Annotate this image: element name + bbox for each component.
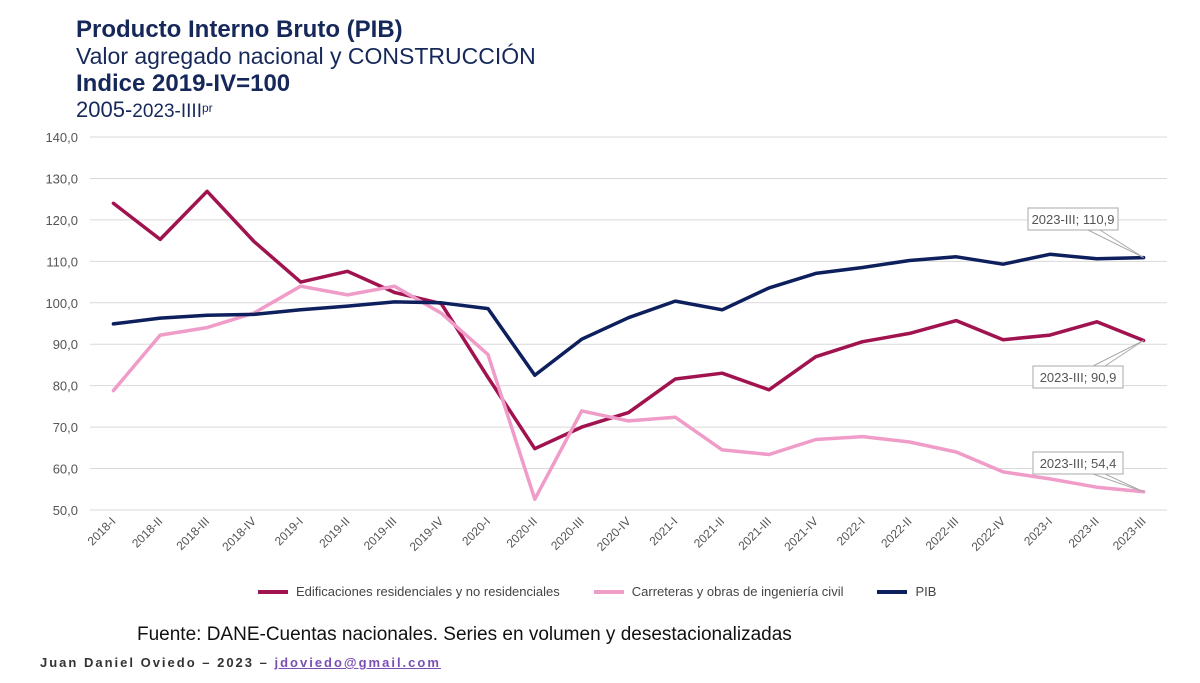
annotation-label: 2023-III; 110,9 (1032, 212, 1115, 227)
period-start: 2005- (76, 97, 133, 122)
annotation-box (1027, 207, 1119, 231)
x-tick-label: 2020-III (548, 514, 587, 553)
annotations: 2023-III; 110,9 2023-III; 90,9 2023-III; 5… (1027, 207, 1144, 493)
annotation-leader (1087, 229, 1144, 259)
y-tick-label: 130,0 (45, 171, 78, 186)
chart-period: 2005-2023-IIIIpr (76, 97, 536, 125)
legend-label-edificaciones: Edificaciones residenciales y no residen… (296, 584, 560, 599)
chart-legend: Edificaciones residenciales y no residen… (258, 584, 936, 599)
x-tick-label: 2018-III (174, 514, 213, 553)
footer-credit: Juan Daniel Oviedo – 2023 – jdoviedo@gma… (40, 655, 441, 670)
y-tick-label: 100,0 (45, 296, 78, 311)
y-tick-label: 50,0 (53, 503, 78, 518)
line-chart: 140,0 130,0 120,0 110,0 100,0 90,0 80,0 70,0 60,… (45, 130, 1167, 554)
annotation-leader (1104, 473, 1144, 493)
x-tick-label: 2018-I (85, 514, 119, 548)
legend-swatch-pib (877, 589, 908, 594)
chart-subtitle: Valor agregado nacional y CONSTRUCCIÓN (76, 43, 536, 69)
y-tick-label: 140,0 (45, 130, 78, 145)
y-tick-label: 60,0 (53, 462, 78, 477)
footer-email-link[interactable]: jdoviedo@gmail.com (274, 655, 441, 670)
y-axis-ticks: 140,0 130,0 120,0 110,0 100,0 90,0 80,0 70,0 60,… (45, 130, 78, 518)
series-line (111, 252, 1146, 378)
x-tick-label: 2020-IV (594, 514, 634, 554)
legend-label-pib: PIB (915, 584, 937, 599)
annotation-leader (1092, 340, 1144, 367)
chart-titles: Producto Interno Bruto (PIB) Valor agreg… (76, 16, 536, 125)
y-tick-label: 70,0 (53, 420, 78, 435)
x-axis-ticks: 2018-I 2018-II 2018-III 2018-IV 2019-I 2019-I… (85, 514, 1149, 554)
x-tick-label: 2020-II (504, 514, 540, 550)
x-tick-label: 2019-I (272, 514, 306, 548)
y-tick-label: 90,0 (53, 337, 78, 352)
series-line (111, 284, 1146, 501)
x-tick-label: 2019-IV (407, 514, 447, 554)
legend-swatch-carreteras (593, 589, 624, 594)
annotation-label: 2023-III; 90,9 (1040, 370, 1117, 385)
x-tick-label: 2021-IV (781, 514, 821, 554)
x-tick-label: 2022-IV (969, 514, 1009, 554)
footer-author: Juan Daniel Oviedo – 2023 – (40, 655, 269, 670)
x-tick-label: 2023-I (1021, 514, 1055, 548)
x-tick-label: 2023-II (1066, 514, 1102, 550)
x-tick-label: 2021-III (735, 514, 774, 553)
legend-item-edificaciones: Edificaciones residenciales y no residen… (258, 584, 560, 599)
annotation-box (1032, 451, 1124, 475)
period-end: 2023-IIII (132, 101, 202, 122)
annotation-leader (1092, 473, 1144, 493)
period-superscript: pr (202, 101, 213, 115)
legend-swatch-edificaciones (258, 589, 288, 594)
y-tick-label: 80,0 (53, 379, 78, 394)
annotation-leader (1104, 340, 1144, 367)
source-note: Fuente: DANE-Cuentas nacionales. Series … (137, 624, 792, 645)
x-tick-label: 2023-III (1110, 514, 1149, 553)
grid-lines (90, 136, 1167, 511)
annotation-leader (1099, 229, 1144, 259)
x-tick-label: 2019-III (361, 514, 400, 553)
x-tick-label: 2019-II (316, 514, 352, 550)
x-tick-label: 2022-I (834, 514, 868, 548)
x-tick-label: 2021-II (691, 514, 727, 550)
x-tick-label: 2021-I (646, 514, 680, 548)
chart-index-line: Indice 2019-IV=100 (76, 70, 291, 97)
annotation-box (1032, 365, 1124, 389)
x-tick-label: 2018-IV (219, 514, 259, 554)
x-tick-label: 2022-III (923, 514, 962, 553)
chart-title: Producto Interno Bruto (PIB) (76, 16, 403, 43)
series-lines (111, 189, 1146, 501)
x-tick-label: 2018-II (129, 514, 165, 550)
series-line (111, 189, 1146, 451)
x-tick-label: 2020-I (459, 514, 493, 548)
annotation-label: 2023-III; 54,4 (1040, 456, 1117, 471)
legend-item-carreteras: Carreteras y obras de ingeniería civil (593, 584, 844, 599)
legend-label-carreteras: Carreteras y obras de ingeniería civil (631, 584, 844, 599)
legend-item-pib: PIB (877, 584, 936, 599)
y-tick-label: 120,0 (45, 213, 78, 228)
x-tick-label: 2022-II (878, 514, 914, 550)
y-tick-label: 110,0 (46, 254, 78, 269)
